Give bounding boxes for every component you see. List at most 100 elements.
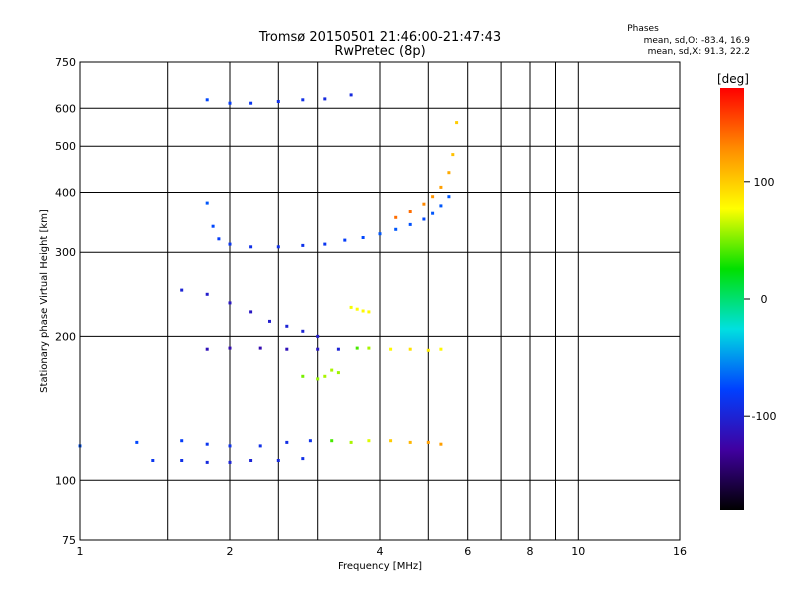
echo-point xyxy=(228,444,232,448)
colorbar-ticks: 100 0 -100 xyxy=(744,176,776,423)
echo-point xyxy=(228,460,232,464)
echo-point xyxy=(439,442,443,446)
y-tick-label: 100 xyxy=(55,474,76,487)
echo-point xyxy=(394,227,398,231)
phase-stats-x: mean, sd,X: 91.3, 22.2 xyxy=(648,47,750,57)
y-tick-label: 600 xyxy=(55,102,76,115)
echo-point xyxy=(426,348,430,352)
echo-point xyxy=(378,232,382,236)
echo-point xyxy=(205,98,209,102)
echo-point xyxy=(323,97,327,101)
echo-point xyxy=(431,211,435,215)
echo-point xyxy=(447,171,451,175)
echo-point xyxy=(228,242,232,246)
echo-point xyxy=(135,440,139,444)
echo-point xyxy=(336,347,340,351)
echo-point xyxy=(330,368,334,372)
echo-point xyxy=(408,440,412,444)
echo-point xyxy=(431,195,435,199)
echo-point xyxy=(408,222,412,226)
echo-point xyxy=(180,439,184,443)
echo-point xyxy=(316,334,320,338)
echo-point xyxy=(389,347,393,351)
y-tick-label: 400 xyxy=(55,187,76,200)
echo-point xyxy=(249,310,253,314)
echo-point xyxy=(389,439,393,443)
echo-point xyxy=(205,347,209,351)
echo-point xyxy=(205,460,209,464)
y-axis-label: Stationary phase Virtual Height [km] xyxy=(39,209,50,393)
echo-point xyxy=(426,440,430,444)
echo-point xyxy=(258,346,262,350)
echo-point xyxy=(361,236,365,239)
echo-point xyxy=(361,309,365,313)
echo-point xyxy=(439,347,443,351)
echo-point xyxy=(228,101,232,105)
echo-point xyxy=(258,444,262,448)
echo-point xyxy=(276,245,280,249)
echo-point xyxy=(439,204,443,208)
colorbar-tick-label: 0 xyxy=(761,293,768,306)
echo-point xyxy=(336,371,340,375)
echo-point xyxy=(285,324,289,328)
echo-point xyxy=(285,440,289,444)
echo-point xyxy=(349,305,353,309)
plot-frame xyxy=(79,61,681,541)
echo-point xyxy=(228,346,232,350)
echo-point xyxy=(343,238,347,242)
echo-point xyxy=(151,459,155,462)
echo-point xyxy=(439,185,443,189)
x-tick-label: 1 xyxy=(77,545,84,558)
x-tick-label: 2 xyxy=(227,545,234,558)
echo-point xyxy=(316,377,320,381)
y-tick-label: 500 xyxy=(55,140,76,153)
echo-point xyxy=(276,100,280,103)
x-tick-label: 4 xyxy=(377,545,384,558)
colorbar-tick-label: 100 xyxy=(754,176,775,189)
echo-point xyxy=(422,217,426,221)
echo-point xyxy=(349,440,353,444)
echo-point xyxy=(355,346,359,350)
echo-point xyxy=(301,98,305,102)
colorbar-label: [deg] xyxy=(717,72,749,86)
data-points xyxy=(78,93,459,464)
echo-point xyxy=(367,346,371,350)
echo-point xyxy=(394,215,398,219)
echo-point xyxy=(205,442,209,446)
x-axis-label: Frequency [MHz] xyxy=(338,561,422,572)
echo-point xyxy=(180,459,184,462)
echo-point xyxy=(323,374,327,378)
x-tick-label: 6 xyxy=(464,545,471,558)
y-tick-label: 75 xyxy=(62,534,76,547)
echo-point xyxy=(408,210,412,213)
echo-point xyxy=(301,374,305,378)
echo-point xyxy=(422,202,426,206)
echo-point xyxy=(301,243,305,247)
echo-point xyxy=(447,195,451,199)
echo-point xyxy=(301,329,305,333)
echo-point xyxy=(249,101,253,105)
echo-point xyxy=(451,153,455,157)
colorbar xyxy=(720,88,744,510)
echo-point xyxy=(316,347,320,351)
echo-point xyxy=(249,459,253,462)
echo-point xyxy=(408,347,412,351)
echo-point xyxy=(308,439,312,443)
echo-point xyxy=(268,319,271,323)
echo-point xyxy=(367,439,371,443)
y-tick-label: 750 xyxy=(55,56,76,69)
axis-ticks: 1 2 4 6 8 10 16 75 100 200 300 400 500 600 750 xyxy=(55,56,687,558)
echo-point xyxy=(285,347,289,351)
y-tick-label: 300 xyxy=(55,246,76,259)
x-tick-label: 8 xyxy=(527,545,534,558)
echo-point xyxy=(349,93,353,97)
echo-point xyxy=(205,201,209,205)
echo-point xyxy=(228,301,232,305)
echo-point xyxy=(355,307,359,311)
echo-point xyxy=(323,242,327,246)
echo-point xyxy=(330,439,334,443)
echo-point xyxy=(276,459,280,462)
phase-stats-o: mean, sd,O: -83.4, 16.9 xyxy=(644,36,751,46)
grid-lines xyxy=(80,62,680,540)
